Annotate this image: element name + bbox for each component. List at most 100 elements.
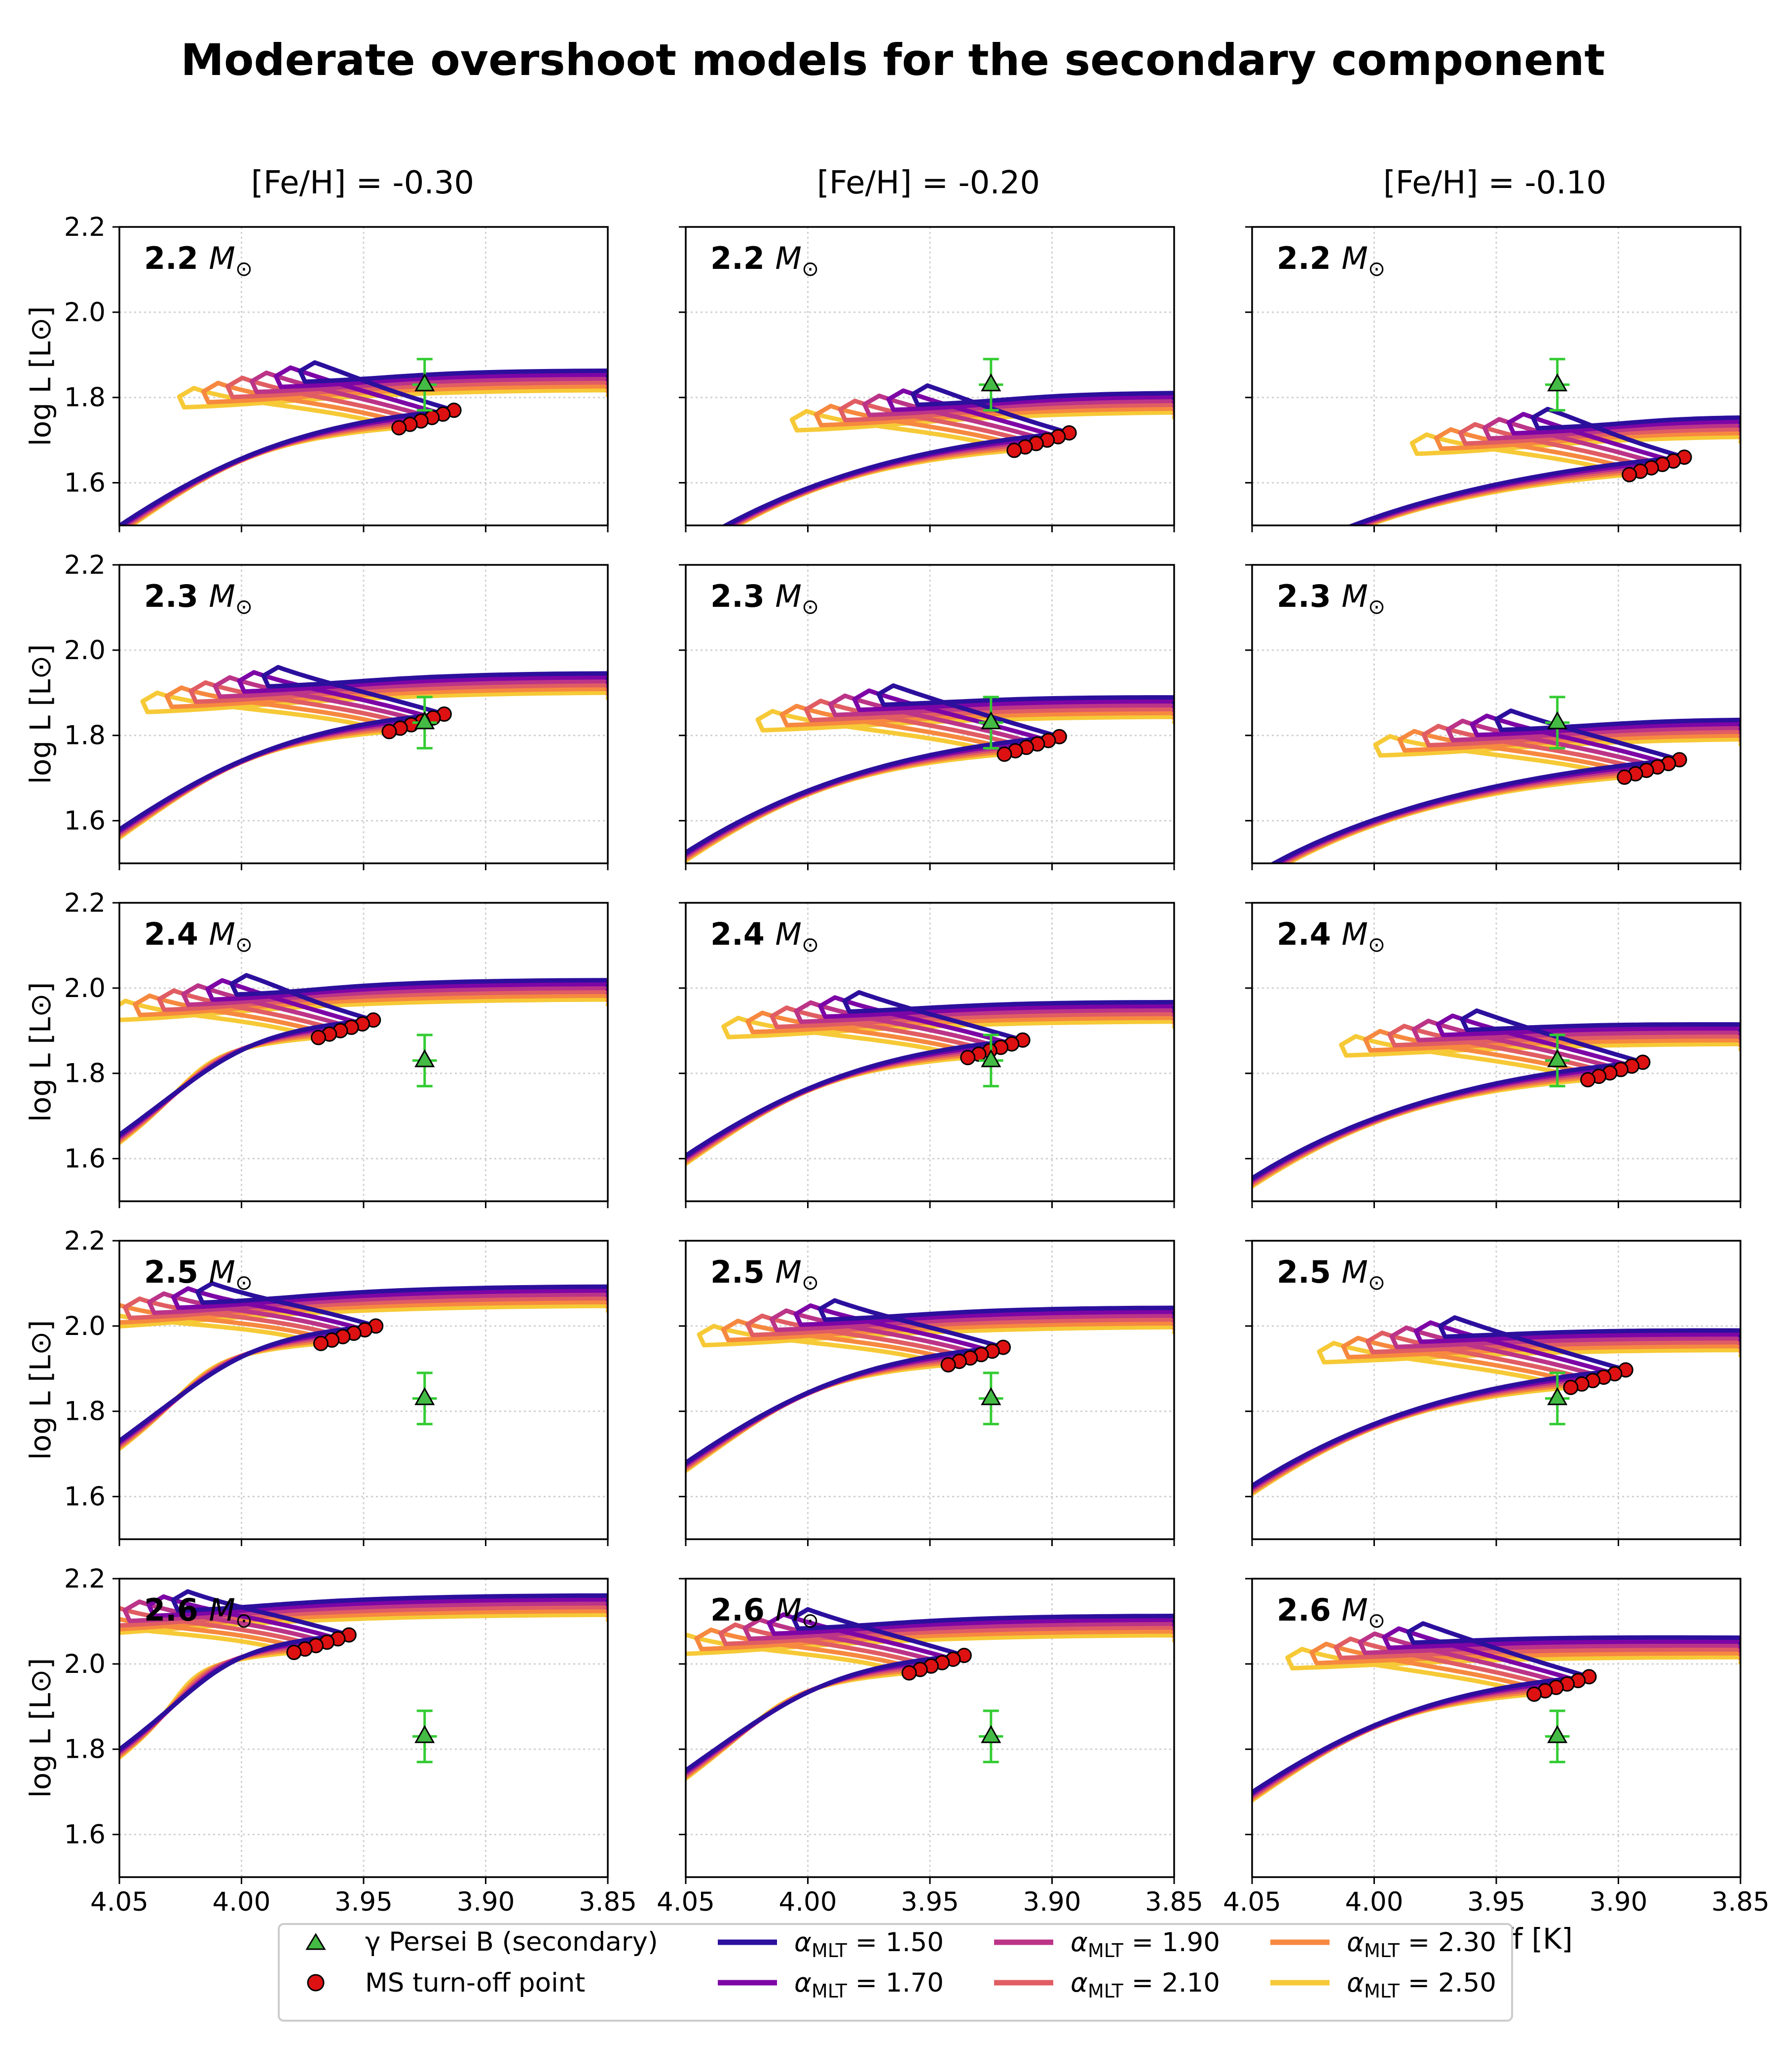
turnoff-point [391,420,407,436]
legend-alpha-label-2.10: αMLT = 2.10 [1071,1968,1220,2002]
mass-value: 2.2 [1277,240,1341,276]
track-group [1346,407,1740,525]
mass-value: 2.3 [144,578,209,614]
y-tick-label: 2.2 [64,550,106,580]
track-alpha-1.50 [686,683,1174,855]
track-group [119,1589,608,1761]
x-tick-label: 3.85 [579,1887,637,1917]
mass-label: 2.2 M⊙ [144,240,253,281]
track-group [119,1281,608,1452]
alpha-subscript: MLT [1364,1980,1400,2002]
mass-value: 2.5 [144,1254,209,1290]
alpha-symbol: α [1071,1968,1088,1998]
turnoff-point [313,1335,329,1351]
mass-unit-subscript: ⊙ [1368,594,1385,619]
track-alpha-1.50 [1252,1315,1740,1489]
track-group [1252,1621,1740,1803]
panel-m2.2-feh-0.10: 2.2 M⊙ [1245,226,1741,532]
track-alpha-1.50 [1346,407,1740,525]
mass-unit: M [209,1592,235,1628]
legend-alpha-label-1.50: αMLT = 1.50 [794,1927,944,1961]
panel-grid-lines [686,1241,1174,1539]
mass-unit: M [1341,916,1368,952]
x-tick-label: 4.05 [657,1887,715,1917]
mass-value: 2.3 [1277,578,1341,614]
mass-unit: M [1341,240,1368,276]
mass-value: 2.6 [710,1592,775,1628]
mass-unit-subscript: ⊙ [802,1608,819,1632]
mass-unit-subscript: ⊙ [802,1270,819,1295]
panel-m2.4-feh-0.30: 1.6 1.8 2.0 2.2 2.4 M⊙ log L [L⊙] [24,888,609,1208]
panel-m2.5-feh-0.10: 2.5 M⊙ [1245,1240,1741,1546]
panel-grid-lines [1252,227,1740,525]
mass-unit: M [775,578,802,614]
panel-grid-lines [1252,565,1740,863]
y-tick-label: 2.0 [64,1649,106,1679]
y-axis-label: log L [L⊙] [24,306,57,446]
alpha-symbol: α [1347,1968,1364,1998]
y-tick-label: 2.0 [64,635,106,666]
legend-observed-marker [305,1933,326,1950]
y-tick-label: 1.6 [64,1482,106,1512]
mass-unit: M [1341,1254,1368,1290]
mass-label: 2.3 M⊙ [1277,578,1385,619]
panel-m2.4-feh-0.20: 2.4 M⊙ [679,902,1175,1208]
observed-point [981,1049,1001,1068]
alpha-symbol: α [1071,1927,1088,1958]
turnoff-point [1006,443,1022,458]
mass-label: 2.5 M⊙ [1277,1254,1385,1295]
alpha-symbol: α [794,1927,812,1958]
mass-label: 2.6 M⊙ [1277,1592,1385,1632]
panel-m2.5-feh-0.30: 1.6 1.8 2.0 2.2 2.5 M⊙ log L [L⊙] [24,1226,609,1546]
track-alpha-1.50 [1269,708,1740,863]
turnoff-point [286,1645,302,1661]
legend: γ Persei B (secondary) MS turn-off point… [278,1923,1513,2022]
alpha-subscript: MLT [1364,1940,1400,1961]
legend-alpha-label-2.50: αMLT = 2.50 [1347,1968,1496,2002]
mass-unit: M [775,240,802,276]
mass-unit-subscript: ⊙ [1368,1608,1385,1632]
legend-alpha-label-1.70: αMLT = 1.70 [794,1968,944,2002]
alpha-value: = 1.50 [847,1927,944,1958]
turnoff-point [960,1050,976,1066]
mass-unit-subscript: ⊙ [802,932,819,957]
mass-value: 2.4 [144,916,209,952]
mass-unit-subscript: ⊙ [235,1270,253,1295]
mass-label: 2.6 M⊙ [710,1592,819,1632]
mass-label: 2.5 M⊙ [144,1254,253,1295]
y-axis-label: log L [L⊙] [24,982,57,1122]
x-tick-label: 3.85 [1145,1887,1203,1917]
mass-label: 2.4 M⊙ [144,916,253,957]
x-tick-label: 3.90 [456,1887,515,1917]
panel-grid: 1.61.82.02.22.2 M⊙log L [L⊙]2.2 M⊙ 2.2 M⊙… [24,212,1770,1956]
y-tick-label: 1.8 [64,1059,106,1089]
x-tick-label: 3.90 [1023,1887,1081,1917]
mass-value: 2.4 [1277,916,1341,952]
mass-value: 2.2 [710,240,775,276]
x-tick-label: 4.00 [778,1887,837,1917]
y-tick-label: 1.6 [64,1820,106,1850]
track-alpha-1.50 [119,973,608,1138]
x-tick-label: 3.95 [334,1887,393,1917]
observed-point [981,711,1001,730]
mass-value: 2.4 [710,916,775,952]
mass-label: 2.5 M⊙ [710,1254,819,1295]
observed-point [414,1049,435,1068]
y-tick-label: 2.0 [64,297,106,328]
y-tick-label: 1.6 [64,1144,106,1174]
mass-unit-subscript: ⊙ [235,594,253,619]
mass-label: 2.2 M⊙ [710,240,819,281]
track-alpha-1.50 [686,990,1174,1158]
observed-point [1547,1049,1568,1068]
mass-label: 2.3 M⊙ [144,578,253,619]
track-alpha-1.50 [119,1281,608,1444]
track-group [119,665,608,841]
track-alpha-1.50 [119,1589,608,1752]
mass-value: 2.2 [144,240,209,276]
y-tick-label: 1.8 [64,383,106,413]
alpha-value: = 1.70 [847,1968,944,1998]
track-group [1252,1315,1740,1497]
mass-unit: M [1341,1592,1368,1628]
turnoff-point [901,1665,917,1681]
y-tick-label: 2.0 [64,973,106,1003]
